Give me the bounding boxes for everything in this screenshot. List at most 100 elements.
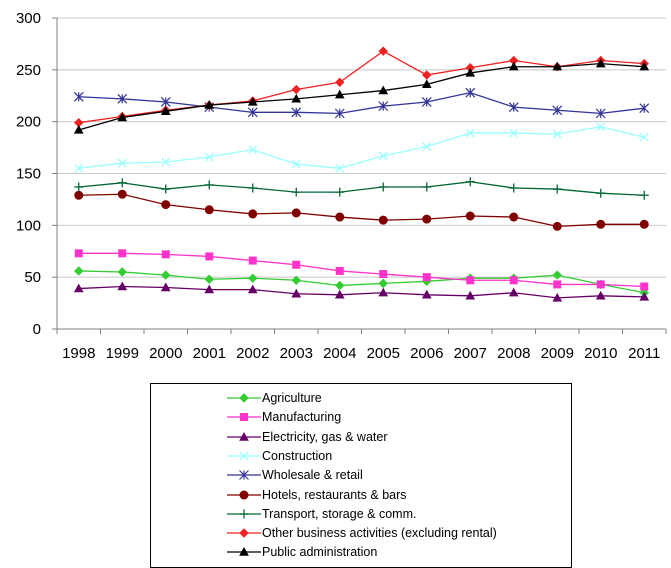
data-point bbox=[291, 275, 301, 285]
x-tick-label: 2011 bbox=[628, 345, 660, 362]
x-tick-label: 2009 bbox=[541, 345, 574, 362]
data-point bbox=[74, 249, 83, 258]
data-point bbox=[509, 212, 519, 222]
data-point bbox=[204, 180, 214, 190]
x-tick-label: 2003 bbox=[280, 345, 313, 362]
data-point bbox=[378, 151, 388, 161]
data-point bbox=[596, 280, 605, 289]
data-point bbox=[291, 159, 301, 169]
axes bbox=[52, 17, 667, 334]
legend-swatch bbox=[227, 509, 261, 519]
series-line bbox=[78, 270, 645, 294]
data-point bbox=[639, 61, 650, 71]
y-tick-label: 100 bbox=[16, 217, 41, 234]
data-point bbox=[239, 393, 249, 403]
series-3 bbox=[74, 122, 649, 173]
data-point bbox=[117, 267, 127, 277]
legend-label: Agriculture bbox=[262, 391, 322, 405]
data-point bbox=[117, 189, 127, 199]
data-point bbox=[291, 288, 302, 298]
data-point bbox=[239, 431, 249, 441]
data-point bbox=[595, 58, 606, 68]
data-point bbox=[465, 67, 476, 77]
legend-item: Transport, storage & comm. bbox=[227, 506, 416, 522]
data-point bbox=[118, 249, 127, 258]
data-point bbox=[73, 91, 84, 102]
data-point bbox=[639, 219, 649, 229]
data-point bbox=[509, 183, 519, 193]
data-point bbox=[334, 89, 345, 99]
data-point bbox=[596, 219, 606, 229]
series-6 bbox=[74, 177, 649, 200]
legend-item: Construction bbox=[227, 448, 332, 464]
data-point bbox=[239, 451, 249, 461]
x-tick-label: 2007 bbox=[454, 345, 487, 362]
legend-item: Public administration bbox=[227, 544, 377, 560]
data-point bbox=[160, 282, 171, 292]
data-point bbox=[596, 188, 606, 198]
gridlines bbox=[57, 17, 666, 278]
legend-item: Wholesale & retail bbox=[227, 467, 363, 483]
data-point bbox=[239, 528, 249, 538]
data-point bbox=[335, 280, 345, 291]
data-point bbox=[335, 212, 345, 222]
data-point bbox=[639, 291, 650, 301]
legend-swatch bbox=[227, 470, 261, 481]
legend-item: Agriculture bbox=[227, 390, 322, 406]
data-point bbox=[239, 490, 249, 499]
data-point bbox=[248, 209, 258, 219]
data-point bbox=[595, 108, 606, 119]
data-point bbox=[553, 280, 562, 289]
x-tick-label: 2001 bbox=[193, 345, 226, 362]
data-point bbox=[552, 221, 562, 231]
data-point bbox=[378, 287, 389, 297]
y-tick-labels: 0 50 100 150 200 250 300 bbox=[16, 10, 41, 338]
data-point bbox=[378, 46, 388, 56]
data-point bbox=[74, 163, 84, 173]
data-point bbox=[248, 145, 258, 155]
data-point bbox=[161, 270, 171, 280]
y-tick-label: 200 bbox=[16, 114, 41, 131]
data-point bbox=[73, 283, 84, 293]
y-tick-label: 250 bbox=[16, 62, 41, 79]
data-point bbox=[161, 200, 171, 210]
data-point bbox=[240, 413, 248, 422]
series-line bbox=[78, 193, 645, 228]
data-point bbox=[117, 112, 128, 122]
data-point bbox=[465, 177, 475, 187]
data-point bbox=[204, 284, 215, 294]
data-point bbox=[204, 274, 214, 284]
data-point bbox=[292, 260, 301, 269]
series-line bbox=[78, 285, 645, 299]
legend-swatch bbox=[227, 413, 261, 422]
data-point bbox=[552, 61, 563, 71]
data-point bbox=[379, 270, 388, 279]
legend-item: Other business activities (excluding ren… bbox=[227, 525, 497, 541]
data-point bbox=[552, 292, 563, 302]
data-point bbox=[160, 97, 171, 107]
y-tick-label: 300 bbox=[16, 10, 41, 27]
legend-label: Manufacturing bbox=[262, 410, 342, 425]
data-point bbox=[334, 289, 345, 299]
data-point bbox=[160, 106, 171, 115]
data-point bbox=[204, 152, 214, 162]
x-tick-label: 2010 bbox=[584, 345, 617, 362]
data-point bbox=[239, 547, 249, 557]
data-point bbox=[161, 250, 170, 259]
series-line bbox=[78, 181, 645, 196]
data-point bbox=[422, 142, 432, 152]
data-point bbox=[248, 273, 258, 283]
x-tick-label: 2008 bbox=[497, 345, 530, 362]
x-tick-label: 1999 bbox=[106, 345, 139, 362]
data-point bbox=[161, 184, 171, 194]
data-point bbox=[74, 190, 84, 200]
data-point bbox=[117, 178, 127, 188]
legend-swatch bbox=[227, 490, 261, 499]
data-point bbox=[117, 281, 128, 291]
data-point bbox=[74, 182, 84, 192]
data-point bbox=[421, 97, 432, 107]
x-tick-label: 1998 bbox=[62, 345, 95, 362]
legend: Agriculture Manufacturing Electricity, gas… bbox=[150, 383, 572, 568]
data-point bbox=[552, 184, 562, 194]
legend-item: Hotels, restaurants & bars bbox=[227, 487, 407, 503]
